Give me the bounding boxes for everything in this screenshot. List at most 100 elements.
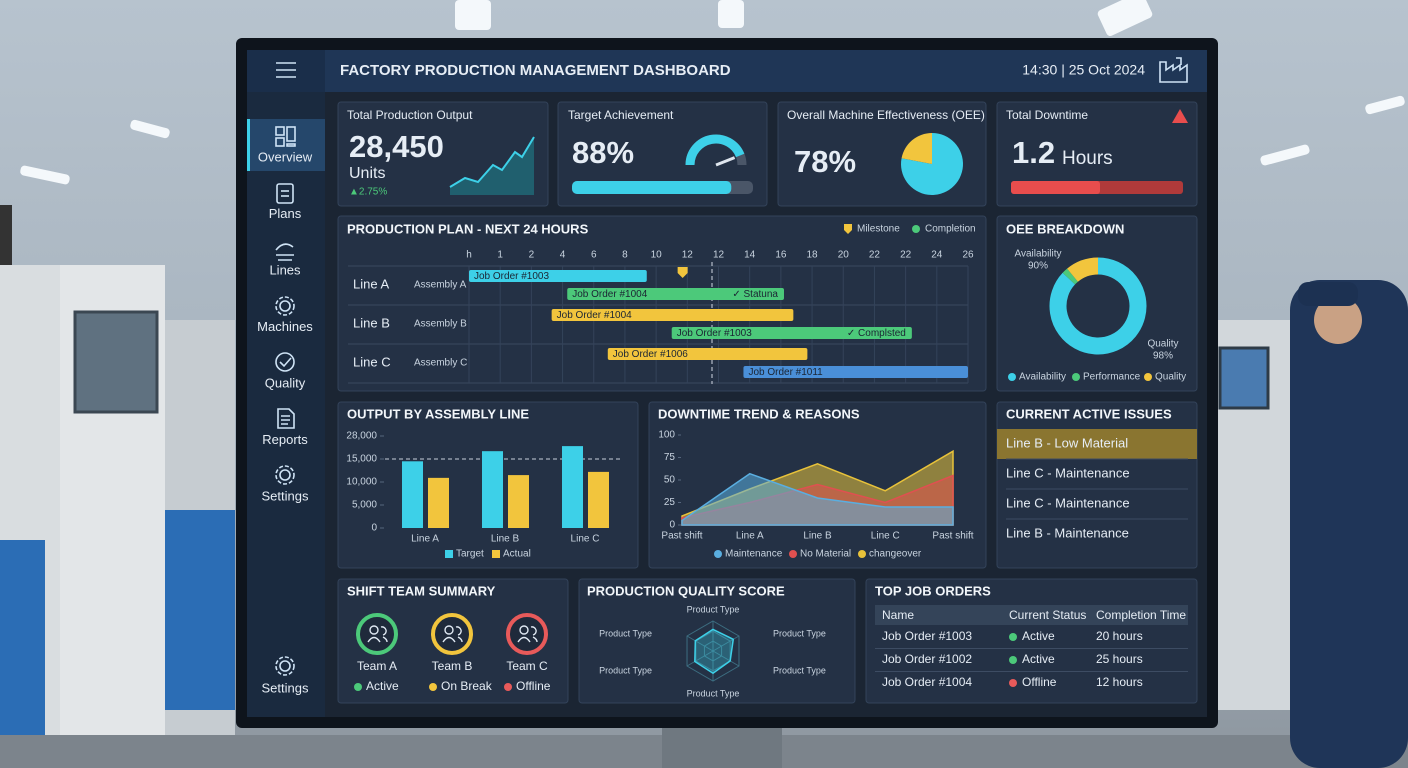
x-tick-label: 4 [560, 250, 566, 261]
task-bar [607, 348, 808, 360]
sidebar-footer[interactable]: Settings [262, 680, 309, 695]
radar-spoke [686, 650, 714, 667]
x-tick-label: 26 [962, 250, 974, 261]
kpi-label: Target Achievement [568, 108, 674, 122]
x-tick-label: 12 [682, 250, 694, 261]
table-header-cell: Name [882, 608, 914, 622]
nav-item[interactable]: Settings [262, 488, 309, 503]
menu-icon [276, 62, 296, 78]
radar-label: Product Type [687, 688, 740, 698]
row-label: Line A [353, 276, 389, 291]
issue-item[interactable]: Line C - Maintenance [1006, 465, 1130, 480]
x-tick-label: 16 [775, 250, 787, 261]
legend-label: No Material [800, 549, 851, 560]
legend-marker [789, 550, 797, 558]
row-sublabel: Assembly B [414, 319, 467, 330]
nav-active [247, 119, 325, 171]
y-tick-label: 0 [669, 520, 675, 531]
bar [402, 461, 423, 528]
status-dot [504, 683, 512, 691]
row-sublabel: Assembly C [414, 358, 467, 369]
status-dot [1009, 633, 1017, 641]
status-dot [1009, 679, 1017, 687]
gauge-fill [685, 134, 745, 166]
header-title: FACTORY PRODUCTION MANAGEMENT DASHBOARD [340, 62, 731, 79]
x-tick-label: 22 [900, 250, 912, 261]
y-tick-label: 25 [664, 497, 676, 508]
task-status: ✓ Statuna [732, 289, 778, 300]
right-machine [1218, 280, 1408, 768]
y-tick-label: 28,000 [346, 431, 377, 442]
panel-title: OEE BREAKDOWN [1006, 221, 1124, 236]
nav-item[interactable]: Machines [257, 319, 313, 334]
menu-button[interactable] [247, 50, 325, 92]
table-cell: Job Order #1003 [882, 629, 972, 643]
donut-slice [1049, 257, 1147, 355]
task-bar [551, 309, 794, 321]
radar-label: Product Type [773, 628, 826, 638]
panel-title: OUTPUT BY ASSEMBLY LINE [347, 406, 529, 421]
x-tick-label: 10 [651, 250, 663, 261]
y-tick-label: 75 [664, 452, 676, 463]
x-tick-label: 24 [931, 250, 943, 261]
pie-slice [901, 133, 932, 164]
task-label: Job Order #1003 [474, 271, 549, 282]
radar-label: Product Type [773, 665, 826, 675]
y-tick-label: 0 [371, 523, 377, 534]
table-cell: Active [1022, 652, 1055, 666]
table-cell: Offline [1022, 675, 1057, 689]
legend-marker [844, 224, 852, 234]
issue-highlight [997, 429, 1197, 459]
kpi-value: 88% [572, 135, 634, 170]
row-label: Line B [353, 315, 390, 330]
panel-title: PRODUCTION QUALITY SCORE [587, 583, 785, 598]
legend-label: Maintenance [725, 549, 783, 560]
issue-item[interactable]: Line C - Maintenance [1006, 495, 1130, 510]
y-tick-label: 5,000 [352, 500, 377, 511]
table-cell: 12 hours [1096, 675, 1143, 689]
sidebar-icons [275, 126, 296, 676]
x-tick-label: Line C [571, 534, 600, 545]
team-status: Active [366, 679, 399, 693]
x-tick-label: Line B [803, 531, 832, 542]
legend-marker [1144, 373, 1152, 381]
x-tick-label: 2 [529, 250, 535, 261]
kpi-unit: Hours [1062, 148, 1113, 169]
task-label: Job Order #1011 [748, 367, 823, 378]
bar [482, 451, 503, 528]
legend-marker [714, 550, 722, 558]
donut-slice [1062, 268, 1079, 285]
team-icon [367, 625, 388, 643]
annotation: Availability [1014, 249, 1061, 260]
downtime-bar [1011, 181, 1100, 194]
team-name: Team A [357, 659, 397, 673]
team-name: Team B [432, 659, 473, 673]
issue-item[interactable]: Line B - Low Material [1006, 435, 1128, 450]
task-bar [567, 288, 784, 300]
x-tick-label: 12 [713, 250, 725, 261]
nav-item[interactable]: Overview [258, 149, 313, 164]
radar-spoke [712, 635, 740, 652]
x-tick-label: 18 [807, 250, 819, 261]
milestone [677, 267, 688, 278]
task-label: Job Order #1006 [613, 349, 688, 360]
task-status: ✓ Complsted [847, 328, 906, 339]
issue-item[interactable]: Line B - Maintenance [1006, 525, 1129, 540]
legend-label: Target [456, 549, 484, 560]
nav-item[interactable]: Quality [265, 375, 306, 390]
x-tick-label: Past shift [661, 531, 702, 542]
header-bar [247, 50, 1207, 92]
nav-item[interactable]: Plans [269, 206, 302, 221]
nav-item[interactable]: Reports [262, 432, 308, 447]
table-header [875, 605, 1188, 625]
table-cell: Job Order #1002 [882, 652, 972, 666]
legend-marker [445, 550, 453, 558]
row-label: Line C [353, 354, 391, 369]
x-tick-label: 6 [591, 250, 597, 261]
team-name: Team C [506, 659, 548, 673]
nav-item[interactable]: Lines [269, 262, 301, 277]
bar [508, 475, 529, 528]
x-tick-label: Past shift [932, 531, 973, 542]
x-tick-label: Line C [871, 531, 900, 542]
table-header-cell: Completion Time [1096, 608, 1186, 622]
